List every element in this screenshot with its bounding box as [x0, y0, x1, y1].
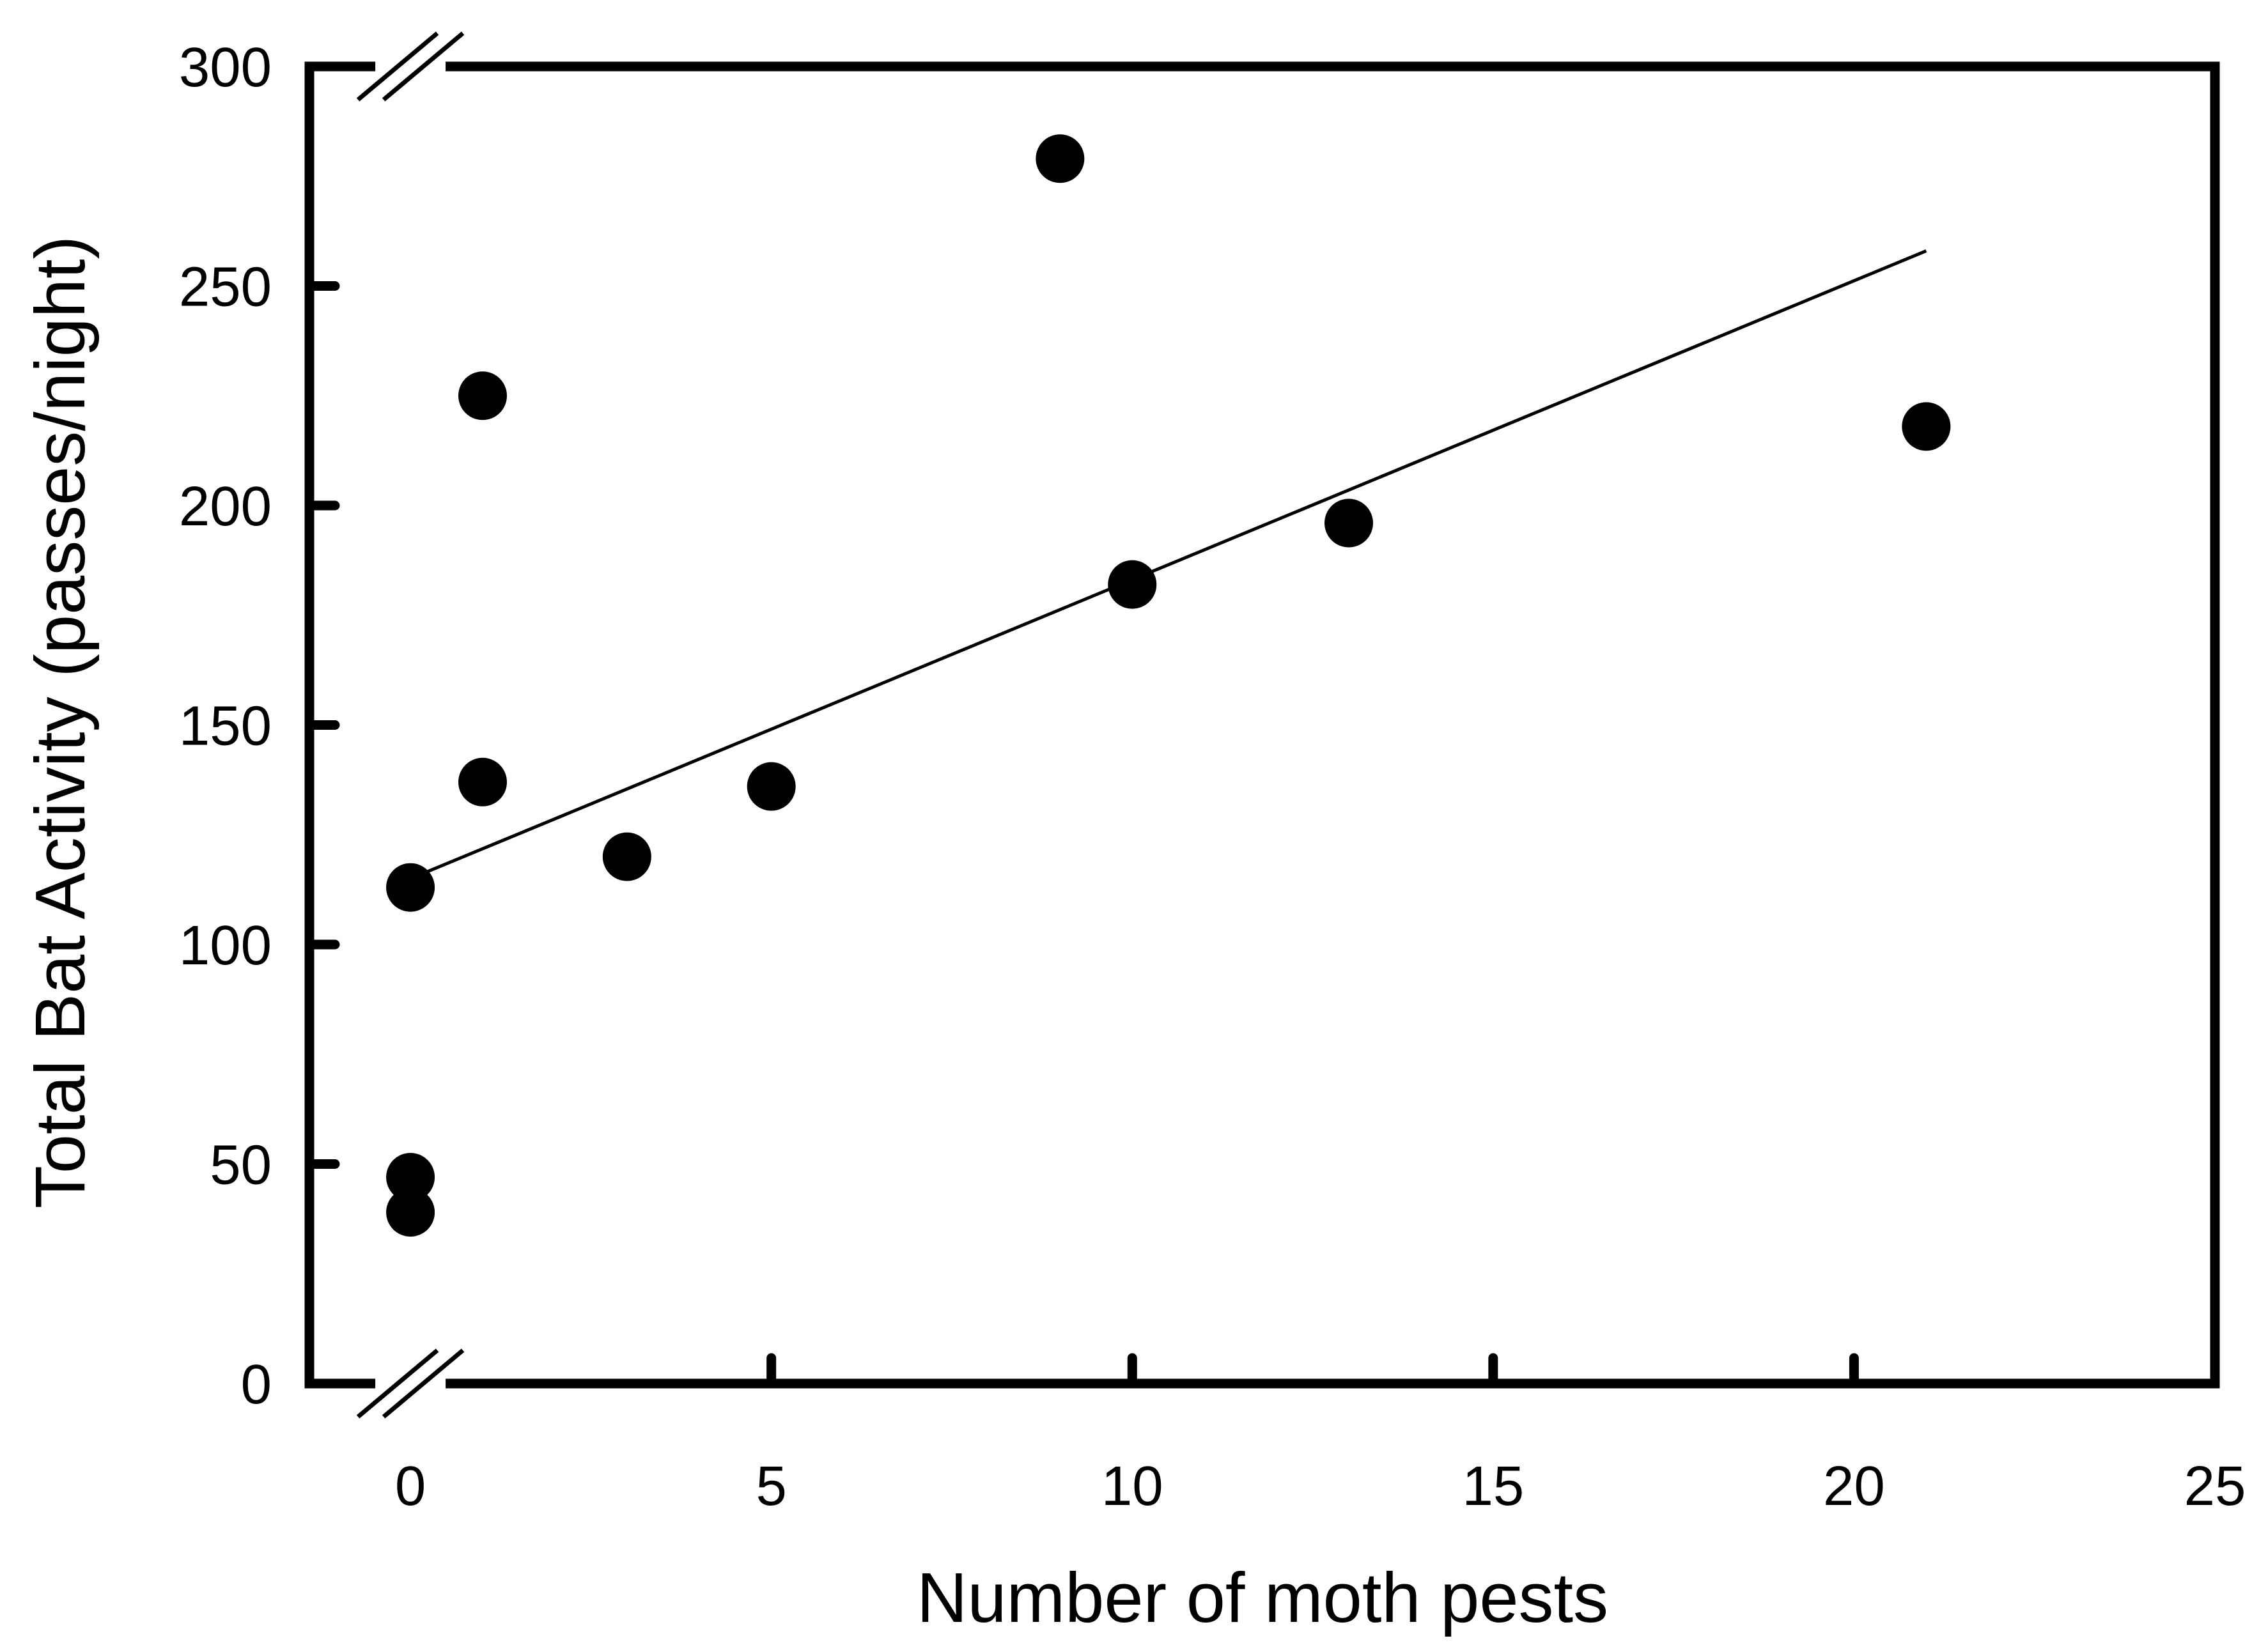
y-tick-label: 50 [210, 1134, 272, 1196]
x-tick-label: 15 [1462, 1455, 1524, 1517]
x-tick-label: 5 [756, 1455, 786, 1517]
trendline [410, 249, 1927, 881]
data-point [602, 832, 651, 881]
plot-border [304, 61, 2220, 1389]
axis-break-marks [356, 31, 465, 1419]
trendline-group [410, 249, 1927, 881]
axis-break-gap [375, 1358, 446, 1409]
data-point [1324, 498, 1373, 548]
y-tick-label: 250 [179, 256, 272, 318]
x-tick-label: 25 [2184, 1455, 2246, 1517]
axis-break-gap [375, 41, 446, 92]
axis-break-slash [382, 1348, 465, 1419]
plot-frame [304, 61, 2220, 1389]
data-point [386, 1153, 435, 1202]
y-tick-label: 150 [179, 695, 272, 757]
y-tick-label: 200 [179, 475, 272, 537]
x-tick-label: 20 [1823, 1455, 1885, 1517]
x-tick-label: 0 [395, 1455, 426, 1517]
data-point [1902, 402, 1951, 451]
x-axis-ticks: 0 5 10 15 20 25 [395, 1353, 2246, 1517]
y-tick-label: 300 [179, 36, 272, 98]
data-point [1036, 134, 1085, 183]
data-point [747, 762, 796, 811]
axis-break-slash [356, 1348, 439, 1419]
y-axis-ticks: 0 50 100 150 200 250 300 [179, 36, 340, 1415]
axis-break-slash [382, 31, 465, 102]
data-point [458, 371, 507, 420]
data-points [386, 134, 1951, 1237]
axis-break-slash [356, 31, 439, 102]
data-point [386, 863, 435, 912]
y-tick-label: 0 [241, 1354, 272, 1415]
y-tick-label: 100 [179, 914, 272, 976]
data-point [458, 757, 507, 806]
data-point [386, 1188, 435, 1237]
x-tick-label: 10 [1101, 1455, 1163, 1517]
y-axis-title: Total Bat Activity (passes/night) [21, 236, 100, 1208]
x-axis-title: Number of moth pests [917, 1559, 1608, 1637]
data-point [1108, 560, 1157, 609]
